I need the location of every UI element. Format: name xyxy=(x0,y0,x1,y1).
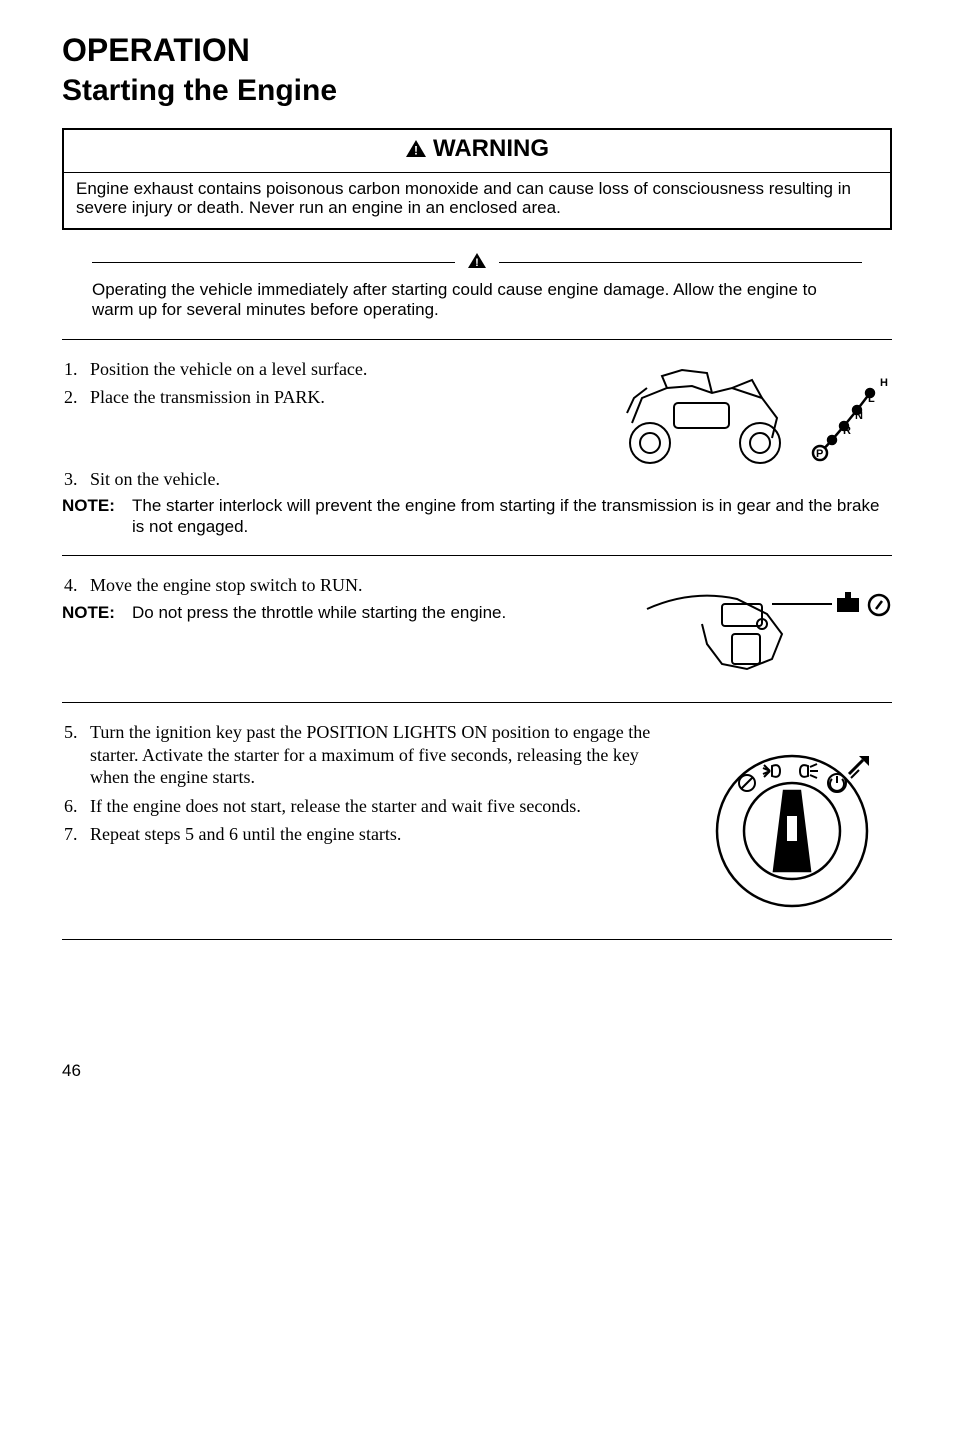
step-num: 7. xyxy=(62,823,90,846)
step-6: 6. If the engine does not start, release… xyxy=(62,795,672,818)
warning-text: Engine exhaust contains poisonous carbon… xyxy=(64,172,890,228)
step-7: 7. Repeat steps 5 and 6 until the engine… xyxy=(62,823,672,846)
warning-title-row: ! WARNING xyxy=(64,130,890,172)
step-2: 2. Place the transmission in PARK. xyxy=(62,386,592,409)
gear-label-l: L xyxy=(868,393,875,405)
step-body: Sit on the vehicle. xyxy=(90,468,892,491)
step-4: 4. Move the engine stop switch to RUN. xyxy=(62,574,612,597)
step-5: 5. Turn the ignition key past the POSITI… xyxy=(62,721,672,789)
gear-label-h: H xyxy=(880,377,888,389)
section-title: OPERATION xyxy=(62,30,892,70)
step-num: 2. xyxy=(62,386,90,409)
step-num: 1. xyxy=(62,358,90,381)
divider xyxy=(62,555,892,556)
gear-label-n: N xyxy=(855,410,863,422)
note-label: NOTE: xyxy=(62,496,132,537)
step-num: 5. xyxy=(62,721,90,789)
steps-block1: 1. Position the vehicle on a level surfa… xyxy=(62,358,592,409)
note-block1: NOTE: The starter interlock will prevent… xyxy=(62,496,892,537)
step-3: 3. Sit on the vehicle. xyxy=(62,468,892,491)
step-body: Place the transmission in PARK. xyxy=(90,386,592,409)
ignition-switch-illustration xyxy=(692,721,892,921)
note-block2: NOTE: Do not press the throttle while st… xyxy=(62,603,612,623)
caution-text: Operating the vehicle immediately after … xyxy=(92,280,862,321)
warning-triangle-icon: ! xyxy=(405,136,427,166)
step-num: 3. xyxy=(62,468,90,491)
handlebar-illustration xyxy=(632,574,892,684)
svg-text:!: ! xyxy=(475,257,479,269)
divider xyxy=(62,339,892,340)
step-body: If the engine does not start, release th… xyxy=(90,795,672,818)
gear-label-p: P xyxy=(816,448,823,460)
divider xyxy=(62,702,892,703)
divider-line-left xyxy=(92,262,455,263)
step-body: Repeat steps 5 and 6 until the engine st… xyxy=(90,823,672,846)
steps-block3: 5. Turn the ignition key past the POSITI… xyxy=(62,721,672,846)
divider-line-right xyxy=(499,262,862,263)
step-body: Move the engine stop switch to RUN. xyxy=(90,574,612,597)
divider xyxy=(62,939,892,940)
block3-row: 5. Turn the ignition key past the POSITI… xyxy=(62,721,892,921)
caution-triangle-icon: ! xyxy=(455,252,499,275)
atv-illustration: H L N R P xyxy=(612,358,892,468)
step-num: 6. xyxy=(62,795,90,818)
warning-box: ! WARNING Engine exhaust contains poison… xyxy=(62,128,892,230)
step-body: Turn the ignition key past the POSITION … xyxy=(90,721,672,789)
block1-row: 1. Position the vehicle on a level surfa… xyxy=(62,358,892,468)
note-label: NOTE: xyxy=(62,603,132,623)
gear-label-r: R xyxy=(843,425,851,437)
caution-divider: ! xyxy=(92,252,862,275)
note-text: The starter interlock will prevent the e… xyxy=(132,496,892,537)
note-text: Do not press the throttle while starting… xyxy=(132,603,612,623)
warning-label: WARNING xyxy=(433,135,549,162)
sub-title: Starting the Engine xyxy=(62,72,892,110)
svg-text:!: ! xyxy=(414,143,418,157)
step-num: 4. xyxy=(62,574,90,597)
steps-block2: 4. Move the engine stop switch to RUN. xyxy=(62,574,612,597)
page-number: 46 xyxy=(62,1060,892,1081)
block2-row: 4. Move the engine stop switch to RUN. N… xyxy=(62,574,892,684)
steps-block1-cont: 3. Sit on the vehicle. xyxy=(62,468,892,491)
step-body: Position the vehicle on a level surface. xyxy=(90,358,592,381)
step-1: 1. Position the vehicle on a level surfa… xyxy=(62,358,592,381)
